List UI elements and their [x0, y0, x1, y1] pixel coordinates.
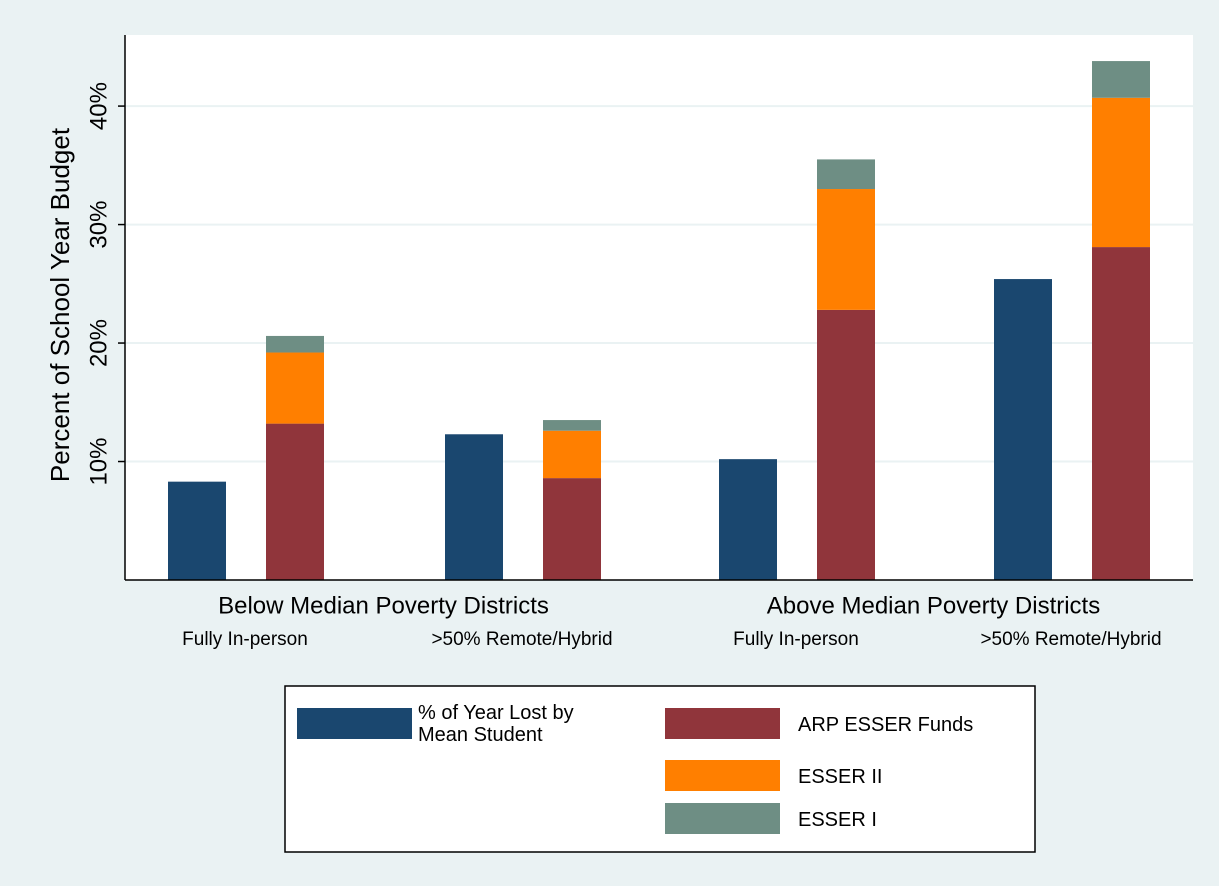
group-label: Above Median Poverty Districts	[767, 592, 1100, 619]
legend-label: ESSER I	[798, 809, 877, 831]
bar	[445, 434, 503, 580]
x-tick-label: Fully In-person	[182, 629, 308, 650]
bar	[266, 335, 324, 353]
x-tick-label: Fully In-person	[733, 629, 859, 650]
bar	[1092, 61, 1150, 98]
legend-swatch	[297, 708, 412, 739]
bar	[1092, 97, 1150, 248]
legend-swatch	[665, 760, 780, 791]
y-tick-label: 10%	[85, 437, 112, 485]
bar	[1092, 247, 1150, 580]
bar	[817, 189, 875, 310]
bar	[266, 423, 324, 580]
legend-swatch	[665, 803, 780, 834]
bar	[543, 420, 601, 431]
group-label: Below Median Poverty Districts	[218, 592, 549, 619]
bar	[719, 459, 777, 580]
y-axis-title: Percent of School Year Budget	[45, 127, 75, 482]
legend-swatch	[665, 708, 780, 739]
x-tick-label: >50% Remote/Hybrid	[980, 629, 1161, 650]
bar	[817, 309, 875, 580]
y-tick-label: 30%	[85, 201, 112, 249]
bar	[168, 481, 226, 580]
bar	[266, 352, 324, 424]
bar	[543, 478, 601, 580]
legend-label: ESSER II	[798, 766, 883, 788]
bar	[543, 430, 601, 479]
legend-label: ARP ESSER Funds	[798, 714, 974, 736]
y-tick-label: 20%	[85, 319, 112, 367]
bar	[817, 159, 875, 190]
y-tick-label: 40%	[85, 82, 112, 130]
legend-label: % of Year Lost by Mean Student	[418, 702, 574, 746]
bar	[994, 279, 1052, 580]
x-tick-label: >50% Remote/Hybrid	[431, 629, 612, 650]
